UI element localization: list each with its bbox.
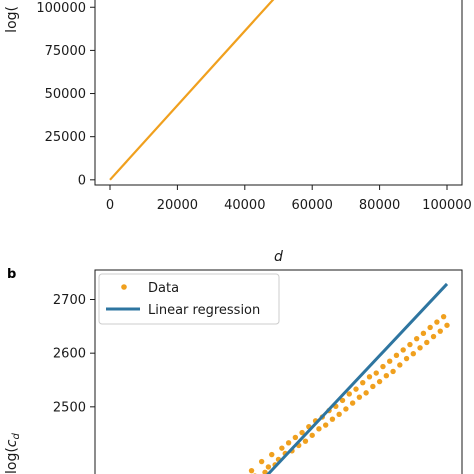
panel-a-series-line-0 [109,0,275,181]
panel-a: 0 20000 40000 60000 80000 100000 0 25000 50000 7… [4,0,472,265]
panel-a-y-tick-label: 0 [78,173,86,188]
panel-b-data-point [434,319,440,325]
panel-a-x-tick-label: 100000 [422,198,472,213]
panel-b-data-point [383,373,390,379]
panel-a-y-axis: 0 25000 50000 75000 100000 [36,1,95,188]
panel-b-regression-line [266,282,449,474]
panel-b-data-point [397,362,403,368]
panel-a-x-axis: 0 20000 40000 60000 80000 100000 [106,185,472,213]
panel-b-data-point [269,451,275,458]
panel-b-data-point [444,322,450,328]
panel-b-y-axis: 2500 2600 2700 [53,293,95,415]
panel-b-data-point [390,368,396,375]
panel-b-data-point [279,445,285,451]
panel-b-data-point [336,411,342,418]
panel-b-data-point [292,434,299,441]
panel-b-data-point [403,355,410,362]
panel-b-data-point [410,351,416,357]
panel-b-data-point [248,467,255,474]
panel-b-data-point [258,458,265,465]
panel-b-data-point [387,358,393,364]
panel-b-data-point [353,386,359,392]
panel-a-x-tick-label: 60000 [292,198,333,213]
panel-b-data-point [380,363,386,370]
panel-b-data-point [417,345,423,351]
panel-b-data-point [440,313,447,320]
panel-a-y-tick-label: 75000 [45,44,86,59]
panel-b-data-point [302,438,309,444]
panel-a-y-axis-label: log( [4,6,20,33]
panel-b-data-point [363,390,369,396]
panel-b-data-point [339,397,346,404]
panel-b-data-point [393,352,400,359]
panel-b-data-point [309,432,315,438]
panel-b-data-point [424,339,430,346]
panel-b-y-tick-label: 2500 [53,400,86,415]
panel-a-x-tick-label: 40000 [224,198,265,213]
panel-a-y-tick-label: 100000 [36,1,86,16]
panel-b-data-point [329,416,336,422]
legend-data-marker [121,284,127,290]
panel-b-data-point [285,440,292,446]
legend-frame [98,273,280,325]
panel-a-x-tick-label: 80000 [359,198,400,213]
panel-b-data-point [343,406,349,412]
panel-b-data-point [376,378,383,385]
panel-b-data-point [299,429,305,436]
panel-b-data-point [316,426,322,432]
panel-b-data-point [430,333,437,340]
panel-b-data-point [437,328,443,334]
panel-a-y-tick-label: 25000 [45,130,86,145]
panel-b-data-point [349,400,356,406]
panel-b-y-axis-label: log(cd [4,432,22,474]
panel-a-x-tick-label: 0 [106,198,114,213]
panel-b-data-point [265,464,272,470]
panel-b-data-point [373,370,379,376]
panel-b-data-point [370,383,376,390]
panel-a-series-group [109,0,275,181]
panel-b-data-point [427,324,433,331]
panel-b-letter: b [7,267,16,282]
panel-b-data-point [262,469,268,474]
panel-a-y-tick-label: 50000 [45,87,86,102]
panel-b-data-point [413,335,420,342]
panel-b-legend: Data Linear regression [98,273,280,325]
panel-b-data-point [407,341,413,348]
panel-b: b 2500 2600 2700 log(cd Data Linear regres… [4,267,463,474]
panel-b-series-group [266,282,449,474]
panel-a-x-axis-label: d [274,249,283,265]
panel-b-data-point [400,347,406,353]
legend-data-label: Data [148,281,179,296]
panel-b-data-points [248,313,450,474]
panel-b-y-tick-label: 2600 [53,347,86,362]
panel-b-data-point [322,422,329,428]
panel-b-data-point [356,394,363,400]
panel-b-data-point [366,374,373,380]
legend-regression-label: Linear regression [148,303,260,318]
panel-a-x-tick-label: 20000 [157,198,198,213]
panel-b-y-tick-label: 2700 [53,293,86,308]
panel-b-data-point [360,379,366,386]
panel-a-plot-area [94,0,463,186]
panel-b-data-point [346,391,352,397]
panel-b-data-point [420,330,427,337]
